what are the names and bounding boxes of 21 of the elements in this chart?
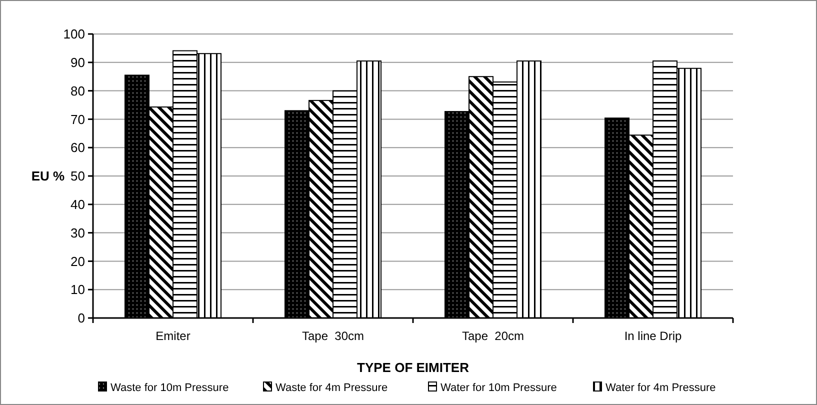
y-tick-label: 30 [70, 225, 85, 240]
y-tick-label: 60 [70, 140, 85, 156]
y-tick-label: 50 [70, 168, 85, 184]
legend-label: Waste for 4m Pressure [276, 382, 388, 394]
y-tick-label: 80 [70, 83, 85, 98]
y-tick-label: 20 [70, 254, 85, 269]
x-axis-title: TYPE OF EIMITER [357, 360, 470, 375]
y-tick-label: 70 [70, 112, 85, 127]
y-tick-label: 0 [78, 310, 85, 326]
y-tick-label: 10 [70, 282, 85, 298]
x-tick-label: Emiter [156, 329, 190, 343]
x-tick-label: In line Drip [624, 329, 682, 343]
y-tick-label: 100 [63, 26, 85, 42]
y-tick-label: 40 [70, 196, 85, 212]
y-tick-label: 90 [70, 54, 85, 70]
legend-label: Water for 4m Pressure [606, 382, 716, 394]
y-axis-title: EU % [31, 168, 66, 184]
x-tick-label: Tape 30cm [302, 329, 364, 343]
x-tick-label: Tape 20cm [462, 329, 524, 343]
legend-label: Waste for 10m Pressure [110, 382, 229, 394]
legend-label: Water for 10m Pressure [440, 382, 557, 394]
